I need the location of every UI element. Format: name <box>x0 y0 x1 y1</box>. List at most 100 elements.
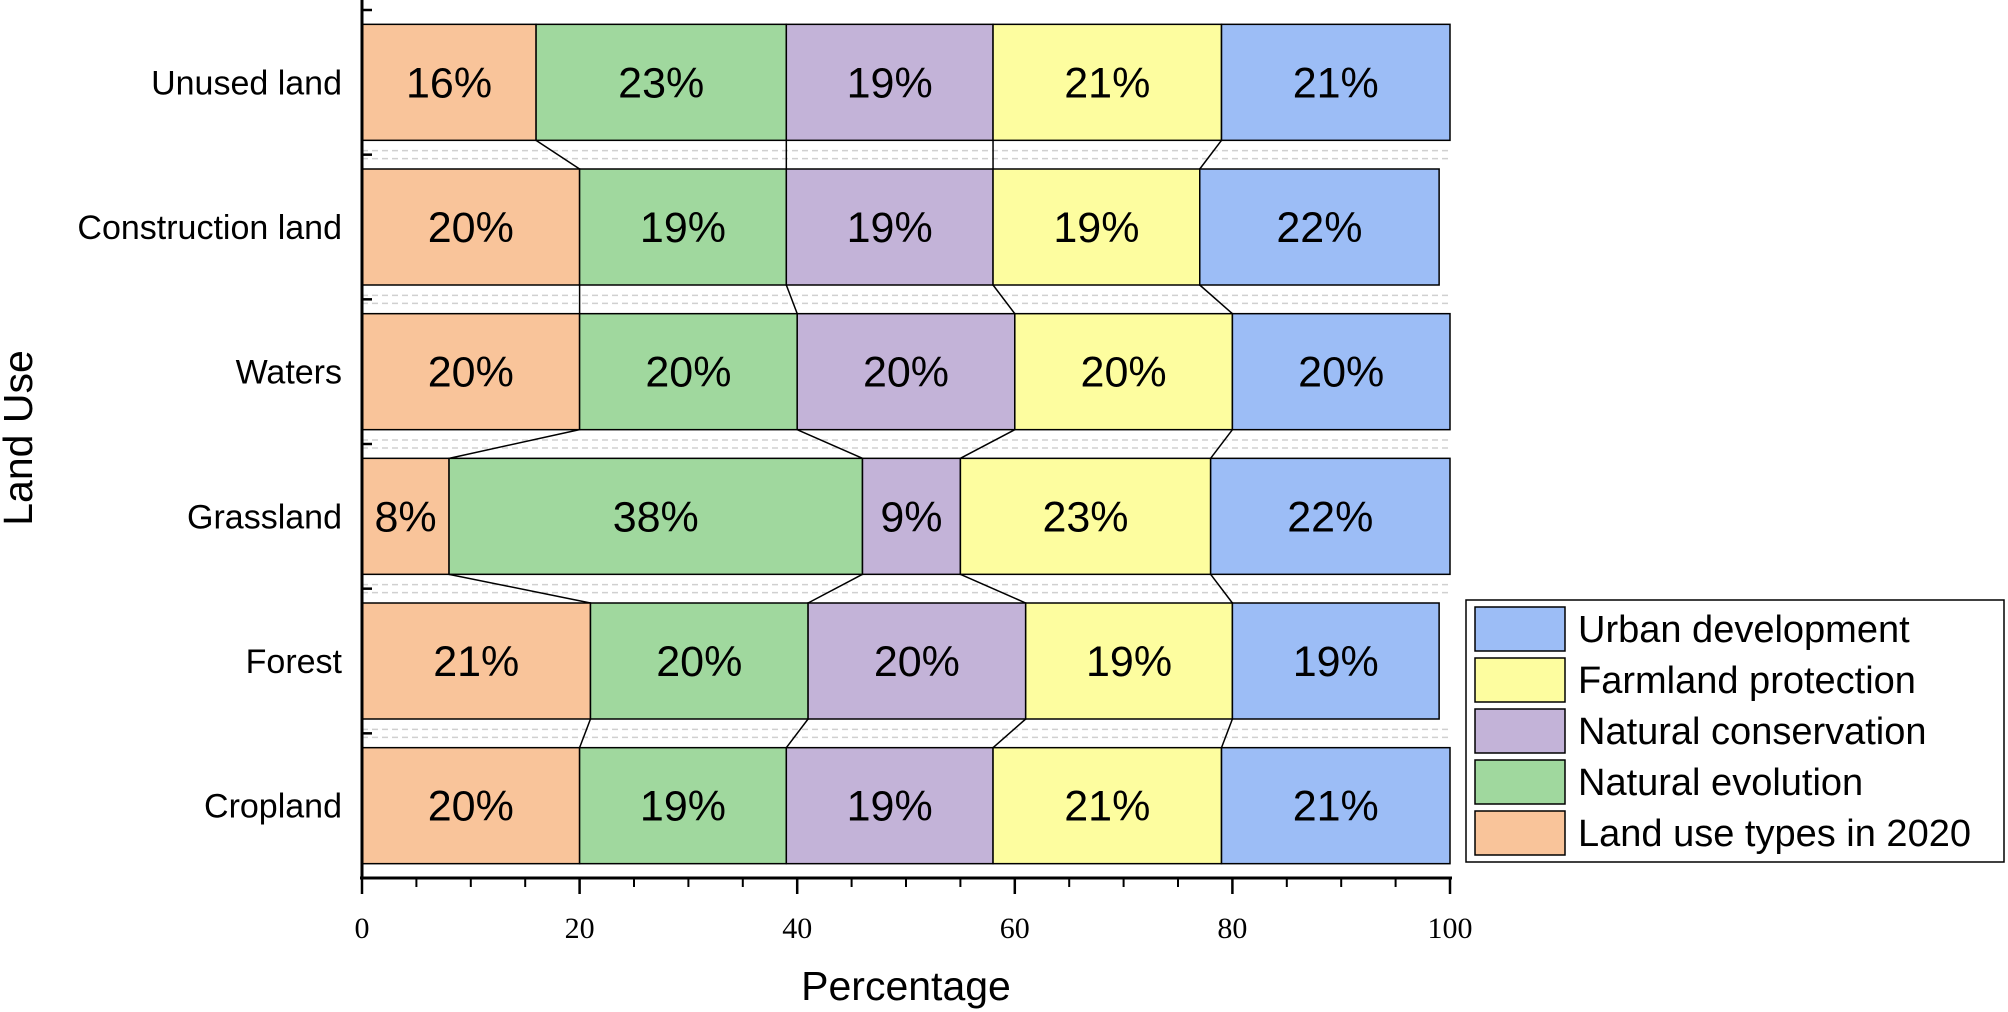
bar-segment <box>992 23 1223 142</box>
bar-segment <box>1209 457 1451 576</box>
x-tick-label: 40 <box>782 912 812 945</box>
x-tick-label: 60 <box>1000 912 1030 945</box>
legend-label: Urban development <box>1578 609 1910 651</box>
segment-connector <box>807 573 863 604</box>
bar-segment-label: 19% <box>847 59 933 107</box>
bar-segment-label: 20% <box>656 638 742 686</box>
bar-segment <box>992 746 1223 865</box>
x-tick-label: 20 <box>565 912 595 945</box>
legend-swatch <box>1474 657 1566 703</box>
legend-swatch <box>1474 759 1566 805</box>
bar-segment-label: 38% <box>613 493 699 541</box>
bar-segment-label: 8% <box>374 493 436 541</box>
bar-segment-label: 9% <box>880 493 942 541</box>
segment-connector <box>578 718 592 748</box>
y-axis-title: Land Use <box>0 350 41 526</box>
bar-segment-label: 20% <box>874 638 960 686</box>
bar-segment-label: 16% <box>406 59 492 107</box>
bar-segment <box>578 312 798 431</box>
bar-segment <box>361 168 581 286</box>
bar-segment <box>796 312 1016 431</box>
bar-segment-label: 20% <box>428 349 514 397</box>
legend-swatch <box>1474 708 1566 754</box>
segment-connector <box>960 573 1026 604</box>
bar-segment <box>1199 168 1440 286</box>
bar-segment <box>1220 746 1451 865</box>
bar-segment <box>992 168 1201 286</box>
bar-segment-label: 23% <box>1042 493 1128 541</box>
bar-segment <box>589 602 809 720</box>
category-label: Grassland <box>187 498 342 536</box>
bar-segment-label: 20% <box>645 349 731 397</box>
segment-connector <box>960 429 1016 459</box>
bar-segment-label: 22% <box>1276 204 1362 252</box>
bars: 20% 19% 19% 21% 21% Cropland 21% 20% 20% 19% 19% Fo… <box>77 23 1451 865</box>
bar-segment <box>535 23 788 142</box>
segment-connector <box>796 428 863 460</box>
segment-connector-lines <box>448 139 1234 749</box>
bar-segment <box>861 457 962 576</box>
segment-connector <box>1210 573 1233 604</box>
category-label: Unused land <box>151 64 342 102</box>
segment-connector <box>535 139 581 170</box>
bar-segment <box>785 168 994 286</box>
bar-segment-label: 21% <box>433 638 519 686</box>
segment-connector <box>1199 139 1223 170</box>
bar-segment-label: 20% <box>428 783 514 831</box>
bar-segment <box>361 746 581 865</box>
bar-segment <box>448 457 864 576</box>
legend-label: Natural conservation <box>1578 711 1927 753</box>
legend-swatch <box>1474 810 1566 856</box>
category-label: Construction land <box>77 209 342 247</box>
x-tick-label: 80 <box>1217 912 1247 945</box>
bar-segment <box>1014 312 1234 431</box>
x-axis-title: Percentage <box>801 963 1011 1009</box>
bar-segment <box>807 602 1027 720</box>
category-dash-lines <box>362 149 1450 739</box>
x-tick-label: 100 <box>1428 912 1473 945</box>
bar-segment <box>785 23 994 142</box>
segment-connector <box>1199 284 1233 315</box>
legend-label: Natural evolution <box>1578 762 1863 804</box>
bar-segment-label: 22% <box>1287 493 1373 541</box>
x-tick-label: 0 <box>355 912 370 945</box>
bar-segment-label: 19% <box>1086 638 1172 686</box>
axes: 0 20 40 60 80 100 <box>355 0 1473 945</box>
legend: Urban development Farmland protection Natu… <box>1465 599 2005 863</box>
bar-segment <box>578 746 788 865</box>
bar-segment <box>1231 602 1440 720</box>
bar-segment-label: 20% <box>1081 349 1167 397</box>
bar-segment-label: 19% <box>1293 638 1379 686</box>
bar-segment-label: 20% <box>863 349 949 397</box>
legend-label: Land use types in 2020 <box>1578 813 1971 855</box>
category-label: Forest <box>246 643 343 681</box>
bar-segment <box>361 602 592 720</box>
bar-segment-label: 20% <box>428 204 514 252</box>
segment-connector <box>448 428 580 460</box>
bar-segment-label: 19% <box>847 204 933 252</box>
bar-segment-label: 21% <box>1064 59 1150 107</box>
segment-connector <box>1220 718 1234 748</box>
bar-segment <box>361 312 581 431</box>
bar-segment <box>1220 23 1451 142</box>
bar-segment-label: 21% <box>1293 59 1379 107</box>
legend-label: Farmland protection <box>1578 660 1916 702</box>
bar-segment-label: 19% <box>847 783 933 831</box>
segment-connector <box>992 718 1027 749</box>
bar-segment <box>578 168 788 286</box>
bar-segment-label: 19% <box>640 204 726 252</box>
segment-connector <box>785 718 809 749</box>
category-label: Waters <box>236 354 342 392</box>
category-label: Cropland <box>204 788 342 826</box>
bar-segment-label: 20% <box>1298 349 1384 397</box>
bar-segment-label: 19% <box>640 783 726 831</box>
segment-connector <box>992 284 1016 315</box>
bar-segment-label: 21% <box>1064 783 1150 831</box>
bar-segment-label: 23% <box>618 59 704 107</box>
segment-connector <box>1210 429 1233 459</box>
segment-connector <box>448 573 591 604</box>
bar-segment-label: 21% <box>1293 783 1379 831</box>
segment-connector <box>785 284 798 314</box>
legend-swatch <box>1474 606 1566 652</box>
